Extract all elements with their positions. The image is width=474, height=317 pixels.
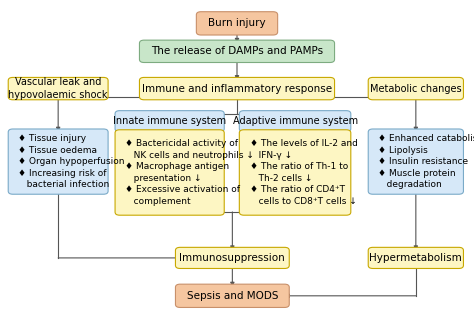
FancyBboxPatch shape: [175, 247, 289, 268]
FancyBboxPatch shape: [8, 129, 108, 194]
Text: Vascular leak and
hypovolaemic shock: Vascular leak and hypovolaemic shock: [9, 77, 108, 100]
Text: Innate immune system: Innate immune system: [113, 116, 226, 126]
FancyBboxPatch shape: [115, 111, 224, 132]
FancyBboxPatch shape: [239, 111, 351, 132]
FancyBboxPatch shape: [368, 129, 464, 194]
Text: The release of DAMPs and PAMPs: The release of DAMPs and PAMPs: [151, 46, 323, 56]
FancyBboxPatch shape: [139, 40, 335, 62]
FancyBboxPatch shape: [239, 130, 351, 215]
Text: ♦ Tissue injury
♦ Tissue oedema
♦ Organ hypoperfusion
♦ Increasing risk of
   ba: ♦ Tissue injury ♦ Tissue oedema ♦ Organ …: [18, 134, 125, 189]
FancyBboxPatch shape: [139, 77, 335, 100]
Text: ♦ Bactericidal activity of
   NK cells and neutrophils ↓
♦ Macrophage antigen
  : ♦ Bactericidal activity of NK cells and …: [125, 139, 254, 206]
Text: ♦ Enhanced catabolism
♦ Lipolysis
♦ Insulin resistance
♦ Muscle protein
   degra: ♦ Enhanced catabolism ♦ Lipolysis ♦ Insu…: [378, 134, 474, 189]
Text: ♦ The levels of IL-2 and
   IFN-γ ↓
♦ The ratio of Th-1 to
   Th-2 cells ↓
♦ The: ♦ The levels of IL-2 and IFN-γ ↓ ♦ The r…: [249, 139, 357, 206]
FancyBboxPatch shape: [368, 247, 464, 268]
Text: Adaptive immune system: Adaptive immune system: [233, 116, 357, 126]
Text: Burn injury: Burn injury: [208, 18, 266, 28]
FancyBboxPatch shape: [175, 284, 289, 307]
Text: Metabolic changes: Metabolic changes: [370, 84, 462, 94]
Text: Immune and inflammatory response: Immune and inflammatory response: [142, 84, 332, 94]
FancyBboxPatch shape: [8, 77, 108, 100]
Text: Immunosuppression: Immunosuppression: [180, 253, 285, 263]
Text: Sepsis and MODS: Sepsis and MODS: [187, 291, 278, 301]
FancyBboxPatch shape: [196, 12, 278, 35]
FancyBboxPatch shape: [115, 130, 224, 215]
FancyBboxPatch shape: [368, 77, 464, 100]
Text: Hypermetabolism: Hypermetabolism: [369, 253, 462, 263]
